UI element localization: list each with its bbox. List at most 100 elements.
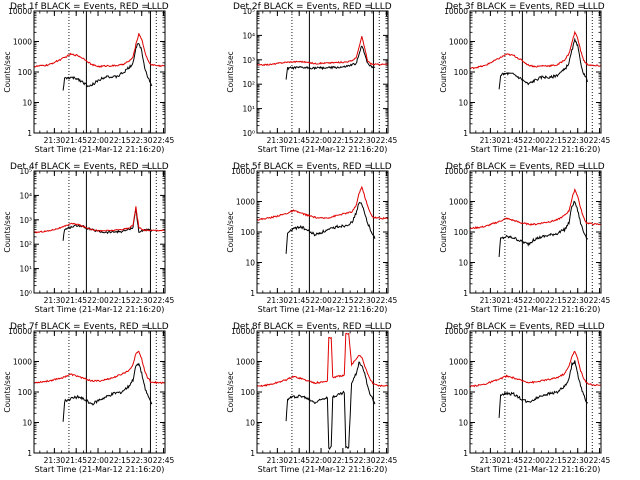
x-tick-label: 21:30 [44,296,66,305]
plot-frame [256,330,389,454]
y-tick-label: 1 [27,449,32,458]
y-tick-label: 10 [458,99,468,108]
series-line-events [285,45,376,80]
chart-title: Det 2f BLACK = Events, RED = LLD [233,2,392,12]
x-tick-label: 22:45 [589,456,611,465]
y-tick-label: 10³ [242,56,255,65]
x-axis-label: Start Time (21-Mar-12 21:16:20) [258,465,388,474]
x-tick-label: 22:30 [354,296,376,305]
x-tick-label: 22:00 [310,136,332,145]
series-line-lld [470,350,601,388]
legend-marker: L [147,322,152,332]
x-tick-label: 21:45 [501,456,523,465]
series-line-lld [257,185,388,221]
x-tick-label: 22:45 [376,296,398,305]
y-tick-label: 100 [454,228,469,237]
series-line-events [498,200,588,258]
x-tick-label: 21:45 [288,136,310,145]
x-axis-label: Start Time (21-Mar-12 21:16:20) [471,145,601,154]
x-tick-label: 21:30 [267,296,289,305]
x-tick-label: 22:00 [523,296,545,305]
y-tick-label: 10³ [19,216,32,225]
x-tick-label: 21:45 [288,456,310,465]
y-tick-label: 10000 [444,327,468,336]
y-tick-label: 1000 [449,38,468,47]
x-tick-label: 21:30 [267,456,289,465]
x-axis-label: Start Time (21-Mar-12 21:16:20) [35,465,165,474]
x-axis-label: Start Time (21-Mar-12 21:16:20) [258,305,388,314]
x-tick-label: 22:15 [332,456,354,465]
x-tick-label: 22:30 [567,136,589,145]
x-tick-label: 22:00 [87,136,109,145]
y-tick-label: 1000 [13,358,32,367]
y-tick-label: 10000 [444,167,468,176]
y-tick-label: 100 [241,228,256,237]
y-tick-label: 100 [454,388,469,397]
x-tick-label: 22:00 [310,296,332,305]
y-axis-label: Counts/sec [226,371,235,412]
x-tick-label: 22:30 [131,296,153,305]
plot-frame [469,170,602,294]
x-tick-label: 21:45 [65,296,87,305]
chart-title: Det 6f BLACK = Events, RED = LLD [446,162,605,172]
y-tick-label: 10000 [8,7,32,16]
y-tick-label: 10 [245,419,255,428]
series-line-lld [257,36,388,67]
y-tick-label: 10 [245,259,255,268]
y-tick-label: 1000 [449,358,468,367]
legend-marker: L [583,2,588,12]
x-tick-label: 22:00 [523,456,545,465]
legend-marker: L [370,322,375,332]
y-axis-label: Counts/sec [439,211,448,252]
y-tick-label: 10¹ [19,265,32,274]
series-line-events [285,201,376,254]
series-line-lld [34,206,165,234]
y-tick-label: 100 [18,68,33,77]
y-tick-label: 100 [18,388,33,397]
plot-frame [469,10,602,134]
y-tick-label: 10 [22,99,32,108]
chart-title: Det 4f BLACK = Events, RED = LLD [10,162,169,172]
plot-frame [256,170,389,294]
y-tick-label: 10⁴ [19,191,32,200]
plot-frame [33,10,166,134]
series-line-events [498,360,589,418]
y-tick-label: 10² [242,80,255,89]
chart-title: Det 3f BLACK = Events, RED = LLD [446,2,605,12]
chart-title: Det 5f BLACK = Events, RED = LLD [233,162,392,172]
x-tick-label: 22:30 [567,296,589,305]
y-tick-label: 10 [22,419,32,428]
plot-frame [33,170,166,294]
x-tick-label: 21:45 [65,456,87,465]
plot-frame [33,330,166,454]
x-tick-label: 22:30 [354,136,376,145]
series-line-lld [470,187,601,230]
x-tick-label: 21:45 [65,136,87,145]
x-tick-label: 21:30 [480,456,502,465]
y-tick-label: 1 [250,289,255,298]
legend-marker: L [583,162,588,172]
y-tick-label: 1 [463,129,468,138]
x-tick-label: 22:30 [131,456,153,465]
x-tick-label: 22:15 [332,296,354,305]
y-tick-label: 10000 [231,167,255,176]
y-axis-label: Counts/sec [226,211,235,252]
y-tick-label: 10⁰ [242,129,255,138]
x-tick-label: 22:45 [153,456,175,465]
chart-title: Det 8f BLACK = Events, RED = LLD [233,322,392,332]
chart-title: Det 1f BLACK = Events, RED = LLD [10,2,169,12]
y-tick-label: 10⁵ [19,167,32,176]
x-tick-label: 22:45 [376,136,398,145]
y-axis-label: Counts/sec [439,51,448,92]
series-line-events [62,42,153,91]
x-axis-label: Start Time (21-Mar-12 21:16:20) [471,465,601,474]
y-tick-label: 10000 [231,327,255,336]
x-tick-label: 22:15 [109,136,131,145]
plot-frame [469,330,602,454]
x-tick-label: 22:15 [109,456,131,465]
